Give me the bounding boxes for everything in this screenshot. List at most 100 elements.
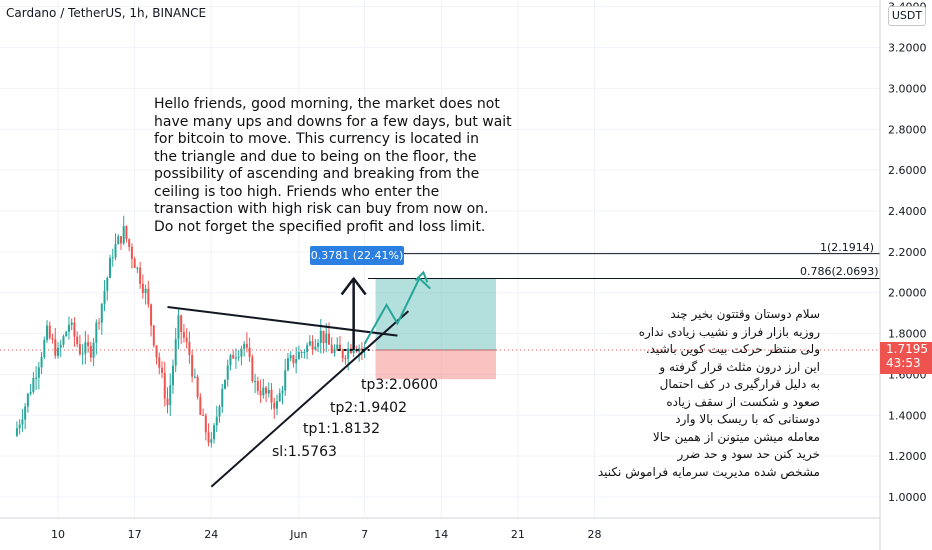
x-tick-label: 17 — [128, 528, 142, 541]
candle-body — [308, 341, 311, 346]
drawings — [167, 270, 431, 488]
candle-body — [262, 387, 265, 396]
y-tick-label: 1.8000 — [888, 328, 927, 341]
candle-body — [155, 345, 158, 358]
candle-body — [95, 322, 98, 343]
candle-body — [70, 322, 73, 325]
candle-body — [174, 339, 177, 366]
candle-body — [221, 388, 224, 407]
projection-arrow-head — [414, 270, 429, 283]
candle-body — [37, 367, 40, 378]
candle-body — [125, 226, 128, 240]
candle-body — [360, 348, 363, 350]
candle-body — [87, 342, 90, 346]
candle-body — [98, 322, 101, 324]
candle-body — [317, 342, 320, 347]
candle-body — [234, 357, 237, 359]
candle-body — [273, 402, 276, 409]
candle-body — [341, 350, 344, 359]
candle-body — [128, 239, 131, 247]
candle-body — [358, 348, 361, 352]
target-arrow-head — [340, 276, 367, 296]
candle-body — [193, 376, 196, 378]
y-tick-label: 3.0000 — [888, 82, 927, 95]
candle-body — [161, 367, 164, 373]
candle-body — [133, 258, 136, 268]
price-axis[interactable]: 1.00001.20001.40001.60001.80002.00002.20… — [879, 0, 927, 550]
candles — [15, 215, 366, 448]
x-tick-label: 10 — [51, 528, 65, 541]
y-tick-label: 1.0000 — [888, 491, 927, 504]
candle-body — [89, 345, 92, 358]
candle-body — [46, 325, 49, 340]
candle-body — [188, 342, 191, 355]
y-tick-label: 2.6000 — [888, 164, 927, 177]
y-tick-label: 2.4000 — [888, 205, 927, 218]
measure-badge: 0.3781 (22.41%) 3781 — [310, 246, 404, 281]
candle-body — [251, 356, 254, 382]
candle-body — [182, 331, 185, 338]
candle-body — [32, 378, 35, 393]
y-tick-label: 3.2000 — [888, 42, 927, 55]
candle-body — [325, 333, 328, 344]
candle-body — [196, 376, 199, 398]
candle-body — [237, 356, 240, 358]
candle-body — [114, 244, 117, 258]
candle-body — [199, 397, 202, 415]
time-axis[interactable]: 10 17 24 Jun 7 14 21 28 — [0, 517, 880, 541]
candle-body — [78, 344, 81, 355]
candle-body — [24, 406, 27, 420]
candle-body — [65, 331, 68, 337]
candle-body — [171, 365, 174, 386]
candle-body — [40, 357, 43, 368]
candle-body — [81, 353, 84, 355]
candle-body — [158, 357, 161, 368]
x-tick-label: 14 — [434, 528, 448, 541]
candle-body — [57, 347, 59, 356]
candle-body — [84, 342, 87, 354]
candle-body — [215, 416, 218, 426]
candle-body — [207, 432, 210, 443]
position-zones — [375, 278, 496, 380]
stop-loss-zone — [375, 350, 496, 380]
candle-body — [67, 324, 70, 332]
candle-body — [352, 349, 355, 354]
candle-body — [204, 415, 207, 433]
y-tick-label: 2.2000 — [888, 246, 927, 259]
fib-label-1: 1(2.1914) — [820, 241, 875, 254]
y-tick-label: 2.8000 — [888, 123, 927, 136]
x-tick-label: 7 — [361, 528, 368, 541]
fib-lines — [0, 253, 880, 351]
candle-body — [185, 337, 188, 343]
candle-body — [254, 380, 257, 382]
candle-body — [43, 339, 46, 358]
y-tick-label: 1.2000 — [888, 450, 927, 463]
candle-body — [330, 344, 333, 354]
candle-body — [111, 257, 114, 259]
candle-body — [286, 358, 289, 371]
candle-body — [150, 304, 153, 326]
last-price-tag: 1.7195 43:53 — [880, 342, 932, 374]
candle-body — [163, 372, 166, 399]
candle-body — [136, 267, 139, 269]
candle-body — [276, 401, 278, 409]
candle-body — [338, 344, 341, 351]
candle-body — [229, 355, 232, 366]
tp1-label: tp1:1.8132 — [303, 421, 380, 437]
currency-button[interactable]: USDT — [888, 6, 926, 26]
candle-body — [180, 315, 183, 332]
bar-countdown: 43:53 — [886, 356, 921, 370]
candle-body — [15, 428, 18, 436]
candle-body — [284, 370, 287, 391]
candle-body — [103, 290, 106, 304]
candle-body — [73, 322, 76, 337]
candle-body — [328, 333, 331, 345]
y-tick-label: 2.0000 — [888, 287, 927, 300]
candle-body — [62, 336, 65, 345]
candle-body — [59, 344, 62, 348]
candle-body — [300, 352, 303, 354]
triangle-upper-line — [167, 306, 398, 337]
candle-body — [177, 315, 180, 340]
candle-body — [191, 354, 194, 377]
